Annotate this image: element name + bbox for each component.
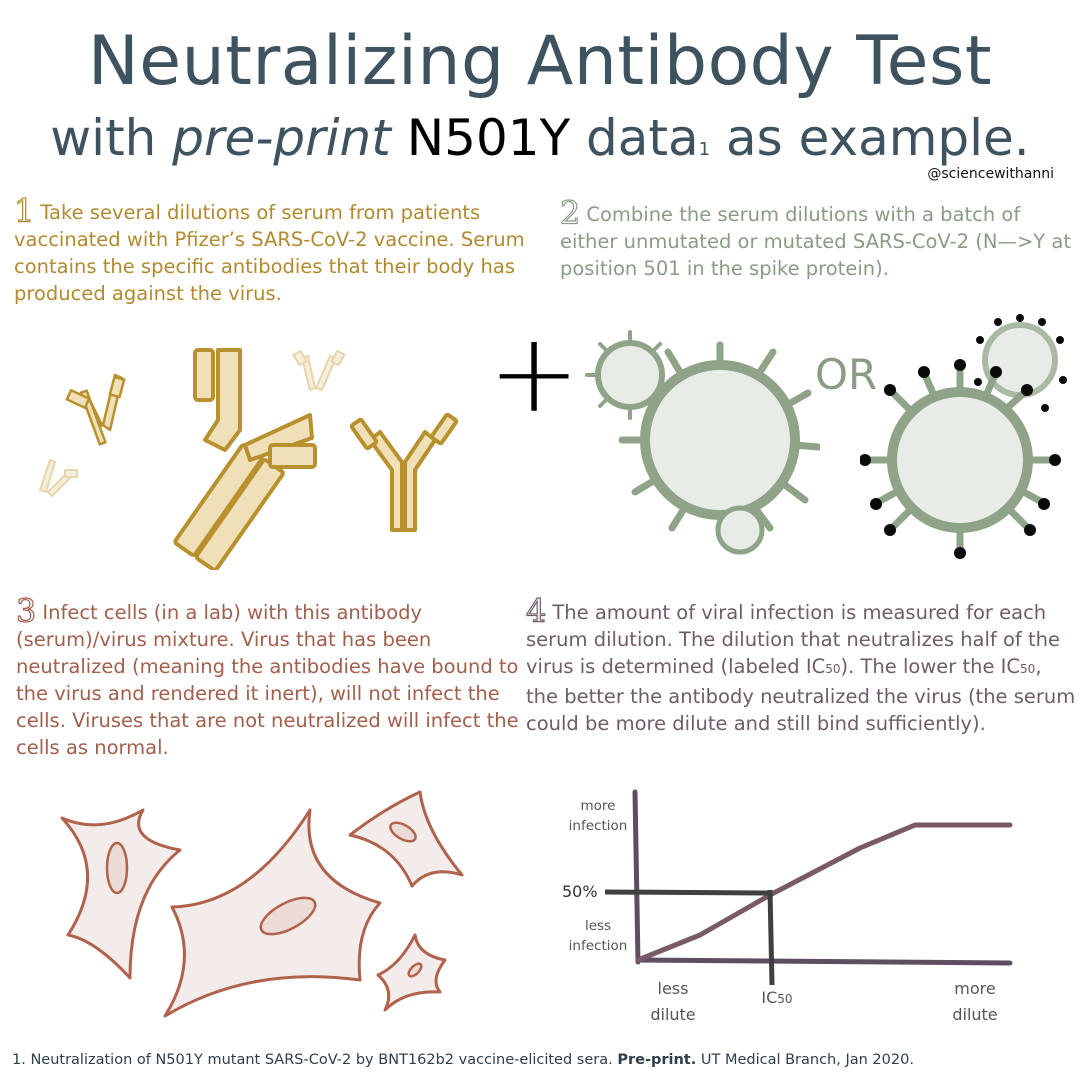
subscript: 50 bbox=[777, 992, 793, 1006]
label: dilute bbox=[650, 1005, 696, 1024]
or-label: OR bbox=[815, 350, 878, 399]
step-number-1: 1 bbox=[13, 192, 35, 230]
label: dilute bbox=[952, 1005, 998, 1024]
author-handle: @sciencewithanni bbox=[927, 166, 1054, 182]
x-label-left: less dilute bbox=[638, 976, 708, 1028]
step-text-4a: The amount of viral infection is measure… bbox=[526, 601, 1060, 678]
x-label-right: more dilute bbox=[940, 976, 1010, 1028]
step-number-3: 3 bbox=[15, 592, 37, 630]
step-4: 4 The amount of viral infection is measur… bbox=[525, 594, 1078, 737]
page-subtitle: with pre-print N501Y data1 as example. bbox=[0, 106, 1080, 182]
subtitle-italic: pre-print bbox=[172, 109, 391, 167]
step-text-4c: , the better the antibody neutralized th… bbox=[526, 655, 1076, 735]
mutated-virus-icon bbox=[860, 314, 1067, 559]
footnote-bold: Pre-print. bbox=[617, 1052, 697, 1068]
label: IC bbox=[761, 988, 778, 1007]
cell-icon bbox=[60, 790, 464, 1018]
y-label-50: 50% bbox=[562, 882, 598, 901]
page-title: Neutralizing Antibody Test bbox=[87, 22, 993, 101]
step-number-4: 4 bbox=[525, 592, 547, 630]
label: less bbox=[584, 918, 612, 934]
footnote: 1. Neutralization of N501Y mutant SARS-C… bbox=[12, 1052, 914, 1068]
step-number-2: 2 bbox=[559, 194, 581, 232]
y-axis bbox=[632, 789, 641, 965]
subscript: 50 bbox=[1020, 662, 1036, 676]
step-text-4b: ). The lower the IC bbox=[840, 655, 1021, 678]
virus-icon bbox=[585, 330, 820, 555]
step-text-3: Infect cells (in a lab) with this antibo… bbox=[16, 601, 519, 759]
subtitle-suffix: as example. bbox=[710, 109, 1030, 167]
ic50-line bbox=[767, 889, 775, 986]
step-text-2: Combine the serum dilutions with a batch… bbox=[560, 203, 1071, 280]
step-2: 2 Combine the serum dilutions with a batc… bbox=[559, 196, 1075, 282]
subtitle-highlight: N501Y bbox=[406, 109, 571, 167]
footnote-ref: 1 bbox=[698, 139, 711, 160]
infection-curve bbox=[635, 822, 1013, 963]
x-axis bbox=[635, 957, 1013, 966]
ic50-chart: more infection 50% less infection less dilu… bbox=[540, 780, 1040, 1040]
y-label-top: more infection bbox=[558, 796, 638, 836]
step-3: 3 Infect cells (in a lab) with this antib… bbox=[15, 594, 526, 761]
label: infection bbox=[568, 818, 628, 834]
label: infection bbox=[568, 938, 628, 954]
step-text-1: Take several dilutions of serum from pat… bbox=[14, 201, 525, 305]
x-label-ic50: IC50 bbox=[752, 988, 802, 1009]
step-1: 1 Take several dilutions of serum from pa… bbox=[13, 194, 554, 307]
label: more bbox=[954, 979, 996, 998]
chart-plot bbox=[604, 789, 1013, 986]
label: less bbox=[657, 979, 689, 998]
plus-symbol: + bbox=[488, 309, 581, 437]
subtitle-prefix: with bbox=[50, 109, 173, 167]
label: more bbox=[580, 798, 616, 814]
subtitle-data: data bbox=[570, 109, 699, 167]
fifty-percent-line bbox=[604, 889, 769, 896]
footnote-text: 1. Neutralization of N501Y mutant SARS-C… bbox=[12, 1052, 618, 1068]
antibody-icon bbox=[39, 348, 459, 570]
y-label-bottom: less infection bbox=[558, 916, 638, 956]
subscript: 50 bbox=[825, 662, 841, 676]
footnote-text: UT Medical Branch, Jan 2020. bbox=[696, 1052, 914, 1068]
